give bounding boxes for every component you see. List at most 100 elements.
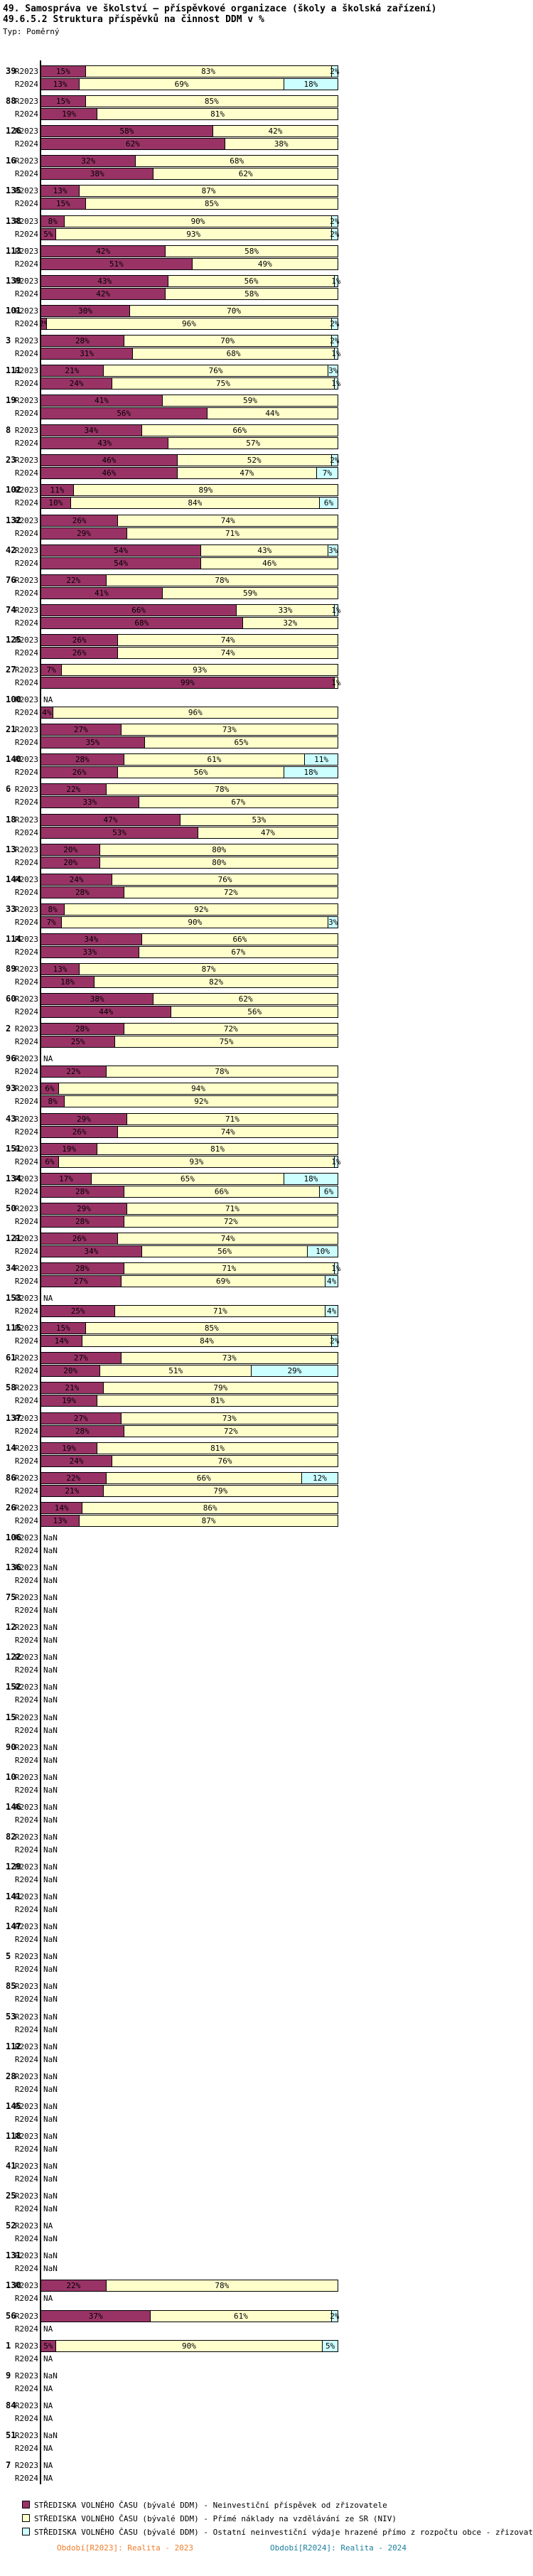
period-label: R2024 <box>14 2264 38 2273</box>
group-id-label: 82 <box>6 1832 16 1842</box>
bar-segment-value: 38% <box>274 139 289 149</box>
bar-segment-series-1: 8% <box>41 904 65 915</box>
bar-segment-series-1: 15% <box>41 1323 86 1333</box>
group-id-label: 39 <box>6 66 16 76</box>
bar-segment-value: 76% <box>208 366 223 375</box>
group-id-label: 118 <box>6 2131 21 2141</box>
bar-segment-series-1: 22% <box>41 575 107 586</box>
period-label: R2024 <box>14 2174 38 2184</box>
bar-segment-value: 15% <box>55 97 70 106</box>
period-label: R2023 <box>14 1414 38 1423</box>
stacked-bar: 13% 87% <box>41 963 338 975</box>
stacked-bar: 51% 49% <box>41 258 338 270</box>
stacked-bar: 27% 73% <box>41 1412 338 1424</box>
bar-segment-series-2: 80% <box>100 844 338 855</box>
bar-segment-value: 57% <box>246 439 261 448</box>
bar-segment-value: 26% <box>72 1234 87 1243</box>
bar-segment-value: 15% <box>55 67 70 76</box>
bar-segment-series-2: 57% <box>168 438 338 449</box>
missing-value-label: NaN <box>43 1773 58 1782</box>
period-label: R2023 <box>14 156 38 166</box>
bar-segment-value: 74% <box>220 648 235 658</box>
bar-segment-value: 29% <box>287 1366 302 1375</box>
bar-segment-value: 14% <box>54 1503 69 1513</box>
bar-segment-series-2: 59% <box>162 588 338 599</box>
period-label: R2024 <box>14 888 38 897</box>
period-label: R2024 <box>14 1427 38 1436</box>
group-id-label: 131 <box>6 2250 21 2260</box>
period-label: R2023 <box>14 2431 38 2440</box>
bar-segment-series-3: 7% <box>316 468 338 478</box>
stacked-bar: 13% 87% <box>41 1515 338 1527</box>
bar-segment-series-1: 19% <box>41 1395 98 1406</box>
bar-segment-series-2: 72% <box>124 887 338 898</box>
bar-segment-value: 92% <box>194 1097 209 1106</box>
period-label: R2023 <box>14 965 38 974</box>
bar-segment-series-2: 92% <box>65 904 338 915</box>
missing-value-label: NaN <box>43 2012 58 2022</box>
group-id-label: 93 <box>6 1083 16 1093</box>
bar-segment-value: 90% <box>190 217 205 226</box>
bar-segment-series-2: 90% <box>65 216 332 227</box>
bar-segment-value: 15% <box>55 1324 70 1333</box>
bar-segment-series-2: 47% <box>198 827 338 838</box>
period-label: R2023 <box>14 875 38 884</box>
bar-segment-series-3: 1% <box>331 348 341 359</box>
period-label: R2023 <box>14 2461 38 2470</box>
bar-segment-value: 58% <box>244 247 259 256</box>
missing-value-label: NA <box>43 2444 53 2453</box>
bar-segment-series-2: 89% <box>73 485 338 495</box>
bar-segment-value: 38% <box>90 994 104 1004</box>
missing-value-label: NA <box>43 1054 53 1063</box>
bar-segment-value: 6% <box>323 1187 334 1196</box>
stacked-bar: 47% 53% <box>41 814 338 826</box>
stacked-bar: 27% 73% <box>41 724 338 736</box>
stacked-bar: 56% 44% <box>41 407 338 419</box>
bar-segment-series-1: 41% <box>41 588 163 599</box>
period-label: R2024 <box>14 109 38 119</box>
period-label: R2024 <box>14 948 38 957</box>
period-label: R2023 <box>14 1144 38 1154</box>
bar-segment-series-1: 51% <box>41 259 193 269</box>
period-label: R2024 <box>14 1097 38 1106</box>
stacked-bar: 8% 92% <box>41 1095 338 1107</box>
bar-segment-series-1: 46% <box>41 455 178 466</box>
bar-segment-series-3: 11% <box>305 754 338 765</box>
bar-segment-value: 7% <box>322 468 333 478</box>
period-label: R2023 <box>14 1533 38 1542</box>
bar-segment-series-2: 71% <box>115 1306 326 1316</box>
group-id-label: 27 <box>6 665 16 675</box>
bar-segment-value: 1% <box>331 1157 341 1166</box>
stacked-bar: 21% 76% 3% <box>41 365 338 377</box>
bar-segment-series-1: 7% <box>41 917 63 928</box>
group-id-label: 60 <box>6 994 16 1004</box>
bar-segment-value: 27% <box>73 1353 88 1363</box>
bar-segment-value: 2% <box>330 456 340 465</box>
period-label: R2024 <box>14 1037 38 1046</box>
period-label: R2023 <box>14 755 38 764</box>
group-id-label: 144 <box>6 874 21 884</box>
stacked-bar: 8% 92% <box>41 903 338 916</box>
bar-segment-series-1: 38% <box>41 168 154 179</box>
group-id-label: 53 <box>6 2012 16 2022</box>
period-label: R2023 <box>14 815 38 825</box>
missing-value-label: NaN <box>43 1683 58 1692</box>
period-label: R2024 <box>14 1456 38 1466</box>
group-id-label: 26 <box>6 1503 16 1513</box>
bar-segment-value: 59% <box>243 396 257 405</box>
period-label: R2024 <box>14 1875 38 1884</box>
bar-segment-value: 74% <box>220 1234 235 1243</box>
missing-value-label: NaN <box>43 1576 58 1585</box>
bar-segment-series-1: 24% <box>41 378 113 389</box>
stacked-bar: 26% 74% <box>41 634 338 646</box>
period-label: R2024 <box>14 798 38 807</box>
bar-segment-series-2: 85% <box>85 96 338 107</box>
bar-segment-series-2: 86% <box>82 1503 338 1513</box>
period-label: R2024 <box>14 2204 38 2213</box>
bar-segment-series-2: 61% <box>151 2311 332 2322</box>
bar-segment-series-2: 72% <box>124 1426 338 1437</box>
missing-value-label: NA <box>43 2384 53 2393</box>
group-id-label: 28 <box>6 2071 16 2081</box>
missing-value-label: NaN <box>43 1845 58 1855</box>
bar-segment-series-2: 81% <box>97 109 338 119</box>
